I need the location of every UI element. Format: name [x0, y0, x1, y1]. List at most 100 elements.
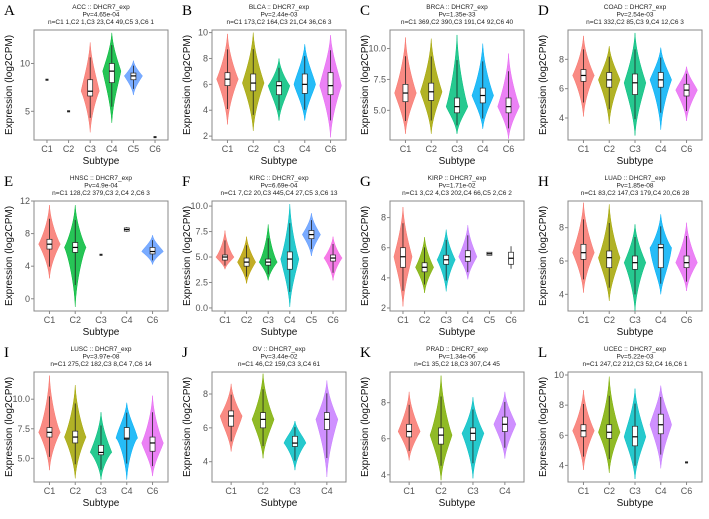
group-c3: C3 [258, 224, 278, 325]
y-tick-label: 0 [25, 294, 30, 304]
x-tick-label: C3 [451, 144, 463, 154]
group-c4: C4 [102, 32, 122, 154]
group-c1: C1 [572, 390, 595, 496]
y-tick-label: 10.0 [12, 394, 30, 404]
group-c3: C3 [461, 397, 485, 496]
group-c4: C4 [121, 227, 133, 325]
y-tick-label: 4 [559, 113, 564, 123]
y-tick-label: 5.0 [17, 453, 30, 463]
sample-counts: n=C1 173,C2 164,C3 21,C4 36,C6 3 [227, 19, 332, 26]
x-tick-label: C6 [147, 315, 159, 325]
group-c2: C2 [242, 32, 265, 154]
group-c1: C1 [572, 35, 595, 154]
group-c3: C3 [267, 58, 291, 154]
box [324, 412, 330, 430]
x-tick-label: C3 [273, 144, 285, 154]
sample-counts: n=C1 369,C2 390,C3 191,C4 92,C6 40 [401, 19, 514, 26]
y-tick-label: 2 [381, 303, 386, 313]
box [292, 435, 298, 447]
box [98, 444, 104, 456]
y-tick-label: 6 [381, 434, 386, 444]
panel-title: LUAD :: DHCR7_exp [604, 175, 665, 182]
y-tick-label: 7.5 [195, 227, 208, 237]
x-tick-label: C4 [121, 315, 133, 325]
panel-letter: E [4, 174, 13, 190]
panel-letter: G [360, 174, 371, 190]
group-c2: C2 [415, 237, 434, 325]
panel-title: KIRC :: DHCR7_exp [249, 175, 309, 182]
x-tick-label: C2 [419, 315, 431, 325]
p-value: Pv=1.34e-06 [438, 354, 475, 361]
y-axis-label: Expression (log2CPM) [4, 377, 15, 477]
y-tick-label: 4 [203, 105, 208, 115]
box [149, 247, 156, 255]
box [149, 436, 156, 452]
group-c6: C6 [497, 53, 520, 154]
x-axis-label: Subtype [261, 327, 298, 338]
y-tick-label: 4 [381, 273, 386, 283]
group-c3: C3 [95, 253, 107, 325]
panel-title: OV :: DHCR7_exp [252, 346, 305, 353]
x-axis-label: Subtype [83, 498, 120, 509]
group-c3: C3 [623, 32, 647, 154]
box [454, 97, 460, 114]
x-tick-label: C6 [149, 144, 161, 154]
x-axis-label: Subtype [617, 498, 654, 509]
y-axis-label: Expression (log2CPM) [538, 377, 549, 477]
group-c4: C4 [458, 225, 478, 325]
x-tick-label: C4 [121, 486, 133, 496]
x-tick-label: C3 [84, 144, 96, 154]
group-c5: C5 [302, 213, 321, 325]
p-value: Pv=4.9e-04 [84, 183, 118, 190]
sample-counts: n=C1 332,C2 85,C3 9,C4 12,C6 3 [586, 19, 684, 26]
single-sample-point [685, 461, 689, 464]
group-c3: C3 [283, 421, 307, 496]
y-tick-label: 4 [203, 457, 208, 467]
y-tick-label: 6 [203, 423, 208, 433]
panel-letter: F [182, 174, 190, 190]
group-c6: C6 [505, 246, 517, 325]
box [276, 81, 282, 96]
group-c6: C6 [675, 66, 698, 154]
group-c6: C6 [319, 35, 342, 154]
x-tick-label: C6 [681, 315, 693, 325]
sample-counts: n=C1 46,C2 159,C3 3,C4 61 [238, 361, 321, 368]
group-c5: C5 [484, 251, 495, 325]
x-tick-label: C1 [41, 144, 53, 154]
x-tick-label: C4 [499, 486, 511, 496]
x-tick-label: C4 [299, 144, 311, 154]
y-tick-label: 10 [20, 58, 30, 68]
x-tick-label: C4 [655, 486, 667, 496]
panel-letter: J [182, 345, 188, 361]
panel-title: COAD :: DHCR7_exp [604, 4, 667, 11]
x-axis-label: Subtype [439, 156, 476, 167]
group-c3: C3 [80, 42, 100, 154]
x-tick-label: C2 [603, 315, 615, 325]
x-tick-label: C2 [63, 144, 75, 154]
p-value: Pv=1.35e-33 [438, 12, 475, 19]
x-tick-label: C2 [603, 486, 615, 496]
box [606, 424, 613, 439]
sample-counts: n=C1 128,C2 379,C3 2,C4 2,C6 3 [52, 190, 150, 197]
x-tick-label: C1 [219, 315, 231, 325]
group-c3: C3 [436, 229, 456, 325]
x-tick-label: C4 [655, 315, 667, 325]
panel-letter: A [4, 3, 15, 19]
panel-title: PRAD :: DHCR7_exp [426, 346, 488, 353]
p-value: Pv=4.65e-04 [82, 12, 119, 19]
x-tick-label: C6 [681, 144, 693, 154]
y-axis-label: Expression (log2CPM) [182, 377, 193, 477]
x-axis-label: Subtype [439, 498, 476, 509]
x-tick-label: C1 [403, 486, 415, 496]
group-c6: C6 [141, 235, 164, 325]
single-sample-point [67, 110, 71, 113]
y-tick-label: 10.0 [368, 44, 386, 54]
box [632, 73, 638, 95]
p-value: Pv=6.69e-04 [260, 183, 297, 190]
group-c1: C1 [219, 383, 243, 496]
y-tick-label: 2.5 [195, 277, 208, 287]
box [657, 413, 664, 435]
